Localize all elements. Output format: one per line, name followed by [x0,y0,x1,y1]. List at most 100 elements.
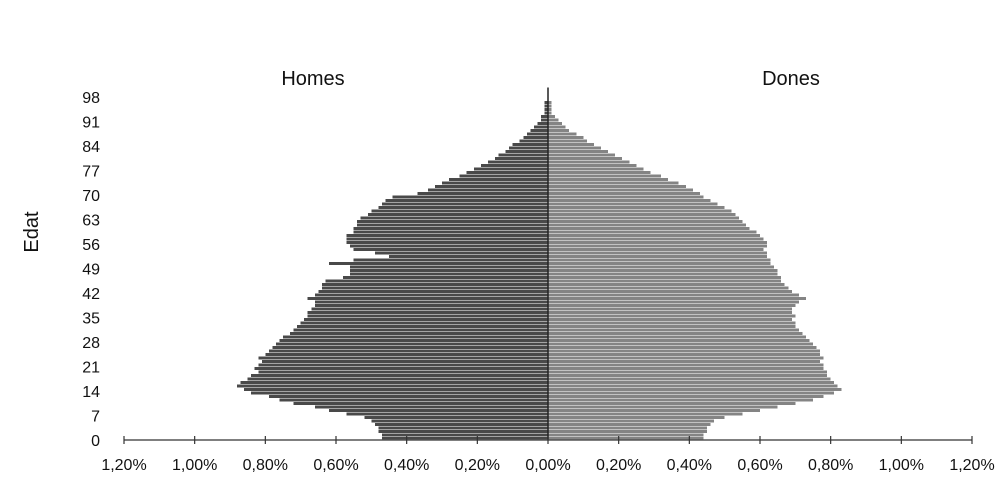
bar-homes [371,419,548,423]
bar-dones [548,185,686,188]
bar-dones [548,363,824,367]
bar-dones [548,325,796,328]
bar-homes [473,167,548,171]
bar-dones [548,244,768,248]
bar-dones [548,342,813,346]
y-tick-label: 49 [82,262,100,279]
bar-dones [548,111,552,115]
bar-dones [548,188,693,192]
y-tick-label: 84 [82,139,100,156]
bar-homes [346,412,548,416]
bar-homes [374,423,548,426]
bar-homes [350,269,548,272]
bar-dones [548,286,789,290]
x-tick-label: 1,20% [101,457,146,474]
bar-homes [378,426,548,430]
bar-homes [385,199,548,202]
bar-homes [378,430,548,433]
bar-homes [328,262,548,265]
bar-homes [304,318,548,321]
bar-dones [548,125,566,129]
x-tick-label: 0,40% [667,457,712,474]
bar-homes [364,416,548,419]
bar-homes [346,234,548,237]
bar-dones [548,132,577,136]
bar-homes [283,335,548,339]
bar-dones [548,419,715,423]
bar-dones [548,178,669,181]
bar-homes [343,276,548,279]
y-tick-label: 42 [82,286,100,303]
bar-dones [548,391,835,395]
bar-dones [548,437,704,440]
bar-homes [357,220,548,223]
bar-dones [548,129,570,132]
bar-dones [548,276,782,279]
bar-homes [449,178,548,181]
bar-homes [530,129,548,132]
bar-homes [392,195,548,199]
bar-homes [346,241,548,244]
bar-dones [548,300,799,304]
bar-dones [548,195,704,199]
bar-homes [321,283,548,286]
bar-homes [360,216,548,220]
bar-homes [318,290,548,293]
bar-homes [378,206,548,209]
bar-dones [548,171,651,174]
bar-homes [325,279,548,283]
bar-homes [314,293,548,297]
bar-dones [548,356,824,360]
bar-dones [548,234,760,237]
bar-dones [548,339,810,342]
bar-homes [512,143,548,146]
bar-dones [548,139,587,143]
bar-homes [350,272,548,276]
bar-dones [548,412,743,416]
bar-dones [548,269,778,272]
bar-homes [279,398,548,402]
bar-dones [548,202,718,206]
x-tick-label: 1,00% [879,457,924,474]
bar-homes [427,188,548,192]
group-label-dones: Dones [762,68,820,90]
bar-dones [548,346,817,349]
bar-dones [548,164,637,167]
x-tick-label: 0,60% [313,457,358,474]
bar-dones [548,122,563,125]
bar-dones [548,430,707,433]
bar-dones [548,101,552,104]
bar-dones [548,216,739,220]
x-tick-label: 0,60% [737,457,782,474]
x-tick-label: 0,20% [455,457,500,474]
bar-dones [548,150,609,153]
bar-homes [265,353,548,356]
bar-homes [434,185,548,188]
bar-homes [374,251,548,255]
bar-dones [548,248,764,251]
bar-homes [268,349,548,353]
bar-dones [548,146,601,150]
x-tick-label: 0,40% [384,457,429,474]
bar-dones [548,405,778,409]
bar-homes [389,255,548,258]
bar-dones [548,353,821,356]
bar-dones [548,153,616,157]
bar-homes [293,328,548,332]
bar-homes [307,297,548,300]
bar-homes [381,433,548,437]
y-tick-label: 7 [91,409,100,426]
bar-homes [261,360,548,363]
bar-dones [548,115,556,118]
bar-dones [548,360,821,363]
bar-dones [548,206,725,209]
bar-dones [548,181,679,185]
bar-homes [244,388,548,391]
y-tick-label: 98 [82,90,100,107]
x-axis-ticks: 1,20% 1,00% 0,80% 0,60% 0,40% 0,20% 0,00% 0,20%… [101,436,995,474]
bar-homes [459,174,548,178]
dones-bars [548,101,842,440]
bar-dones [548,223,746,227]
bar-homes [480,164,548,167]
bar-dones [548,304,796,307]
